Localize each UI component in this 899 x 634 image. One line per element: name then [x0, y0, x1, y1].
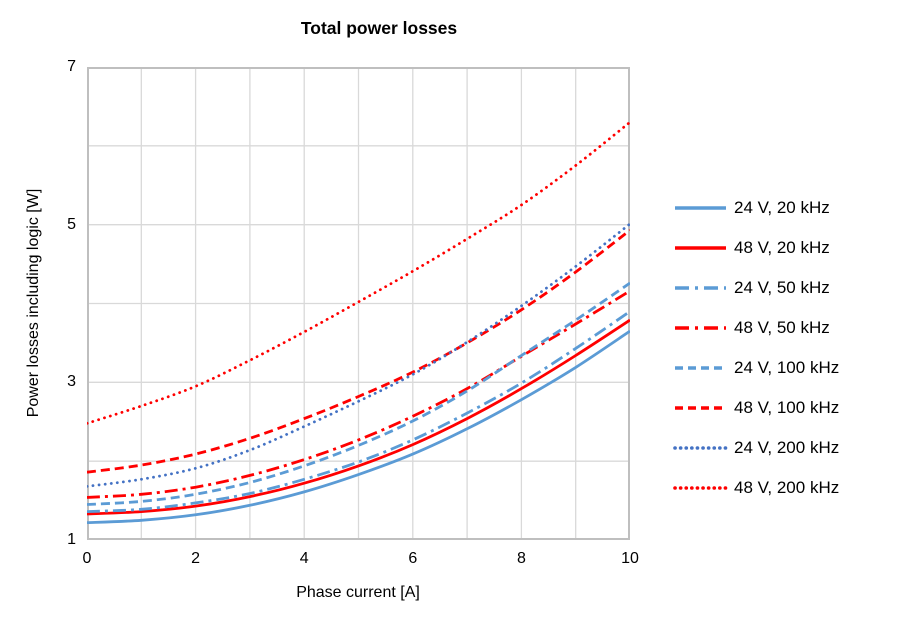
legend-swatch-dot-line [673, 486, 728, 490]
legend-item: 24 V, 200 kHz [673, 428, 839, 468]
plot-border [87, 67, 630, 540]
legend-swatch-dash-line [675, 366, 726, 370]
x-tick-label: 2 [191, 550, 201, 567]
series-line-24-v-200-khz [87, 222, 630, 488]
legend-label: 48 V, 20 kHz [734, 238, 830, 257]
legend: 24 V, 20 kHz 48 V, 20 kHz 24 V, 50 kHz 48 V… [673, 188, 839, 508]
legend-item: 24 V, 50 kHz [673, 268, 839, 308]
legend-label: 24 V, 100 kHz [734, 358, 840, 377]
x-tick-label: 10 [621, 550, 639, 567]
series-line-24-v-50-khz [87, 310, 630, 514]
x-tick-label: 8 [516, 550, 526, 567]
legend-label: 24 V, 20 kHz [734, 198, 830, 217]
chart-title: Total power losses [300, 18, 458, 38]
y-tick-label: 5 [67, 215, 76, 233]
y-axis-title: Power losses including logic [W] [25, 188, 42, 418]
legend-label: 24 V, 200 kHz [734, 438, 840, 457]
legend-item: 48 V, 20 kHz [673, 228, 839, 268]
legend-swatch-dash-dot-line [675, 286, 726, 290]
x-tick-label: 6 [408, 550, 418, 567]
legend-item: 48 V, 100 kHz [673, 388, 839, 428]
legend-item: 24 V, 100 kHz [673, 348, 839, 388]
legend-item: 24 V, 20 kHz [673, 188, 839, 228]
legend-swatch-dot-line [673, 446, 728, 450]
y-tick-label: 7 [67, 58, 76, 75]
series-line-48-v-20-khz [87, 318, 630, 516]
x-axis-title: Phase current [A] [296, 584, 420, 601]
y-tick-label: 3 [67, 373, 76, 391]
legend-swatch-dash-dot-line [675, 326, 726, 330]
legend-swatch-solid-line [675, 246, 726, 250]
legend-label: 48 V, 50 kHz [734, 318, 830, 337]
legend-swatch-dash-line [675, 406, 726, 410]
legend-item: 48 V, 50 kHz [673, 308, 839, 348]
legend-label: 48 V, 200 kHz [734, 478, 840, 497]
legend-item: 48 V, 200 kHz [673, 468, 839, 508]
legend-label: 48 V, 100 kHz [734, 398, 840, 417]
legend-swatch-solid-line [675, 206, 726, 210]
legend-label: 24 V, 50 kHz [734, 278, 830, 297]
series-line-24-v-20-khz [87, 329, 630, 525]
x-tick-label: 0 [82, 550, 92, 567]
x-tick-label: 4 [299, 550, 309, 567]
y-tick-label: 1 [67, 531, 76, 548]
series-line-48-v-50-khz [87, 289, 630, 499]
series-line-48-v-100-khz [87, 229, 630, 474]
series-line-24-v-100-khz [87, 281, 630, 506]
plot-area [87, 67, 630, 540]
